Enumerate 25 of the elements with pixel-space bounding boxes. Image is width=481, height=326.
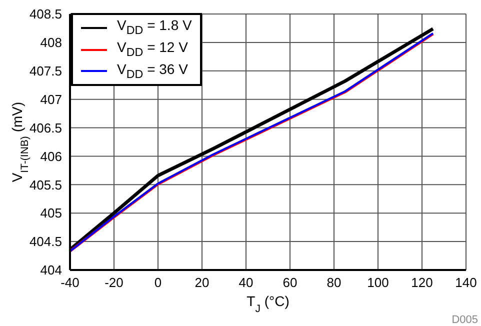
x-tick-label: 120 [411, 275, 433, 290]
x-tick-label: 60 [282, 275, 298, 290]
x-tick-label: 140 [455, 275, 477, 290]
y-tick-label: 405.5 [29, 177, 62, 192]
y-tick-label: 408.5 [29, 6, 62, 22]
text: D005 [452, 314, 478, 326]
x-tick-label: 0 [154, 275, 162, 290]
x-tick-label: -20 [104, 275, 124, 290]
x-tick-label: 80 [326, 275, 342, 290]
x-tick-label: 20 [194, 275, 210, 290]
y-tick-label: 408 [40, 35, 62, 50]
y-tick-label: 407.5 [29, 64, 62, 79]
x-tick-label: 100 [367, 275, 389, 290]
legend-label: V$_{DD}$ = 1.8 V [117, 17, 192, 39]
y-tick-label: 407 [40, 92, 62, 107]
y-tick-label: 404.5 [29, 234, 62, 250]
legend-label: V$_{DD}$ = 12 V [117, 38, 188, 61]
legend-label: V$_{DD}$ = 36 V [117, 60, 188, 82]
x-tick-label: 40 [238, 275, 254, 290]
y-tick-label: 406.5 [29, 120, 62, 136]
y-tick-label: 406 [40, 148, 62, 164]
x-tick-label: -40 [60, 275, 80, 290]
y-tick-label: 404 [40, 262, 62, 278]
x-axis-title: T$_{J}$ (°C) [246, 293, 290, 315]
y-tick-label: 405 [40, 206, 62, 221]
